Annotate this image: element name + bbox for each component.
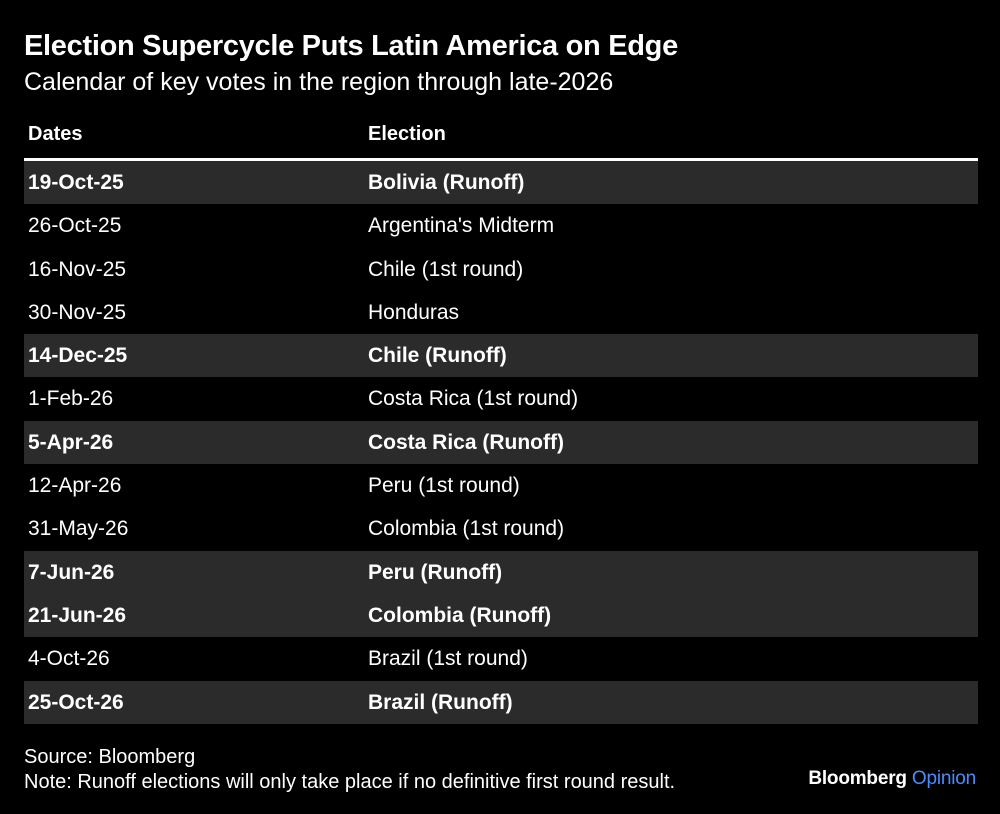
table-row: 12-Apr-26 Peru (1st round) — [24, 464, 978, 507]
table-body: 19-Oct-25 Bolivia (Runoff) 26-Oct-25 Argent… — [24, 161, 978, 724]
cell-election: Colombia (Runoff) — [368, 603, 552, 627]
cell-date: 5-Apr-26 — [28, 430, 114, 454]
cell-date: 1-Feb-26 — [28, 387, 114, 411]
election-table: Dates Election 19-Oct-25 Bolivia (Runoff)… — [24, 114, 978, 724]
bloomberg-opinion-logo: Bloomberg Opinion — [808, 768, 976, 790]
table-row: 25-Oct-26 Brazil (Runoff) — [24, 680, 978, 724]
cell-date: 14-Dec-25 — [28, 344, 128, 368]
column-header-dates: Dates — [28, 123, 83, 145]
cell-date: 25-Oct-26 — [28, 690, 124, 714]
cell-date: 7-Jun-26 — [28, 560, 115, 584]
logo-primary: Bloomberg — [808, 768, 907, 789]
cell-date: 31-May-26 — [28, 517, 129, 541]
cell-election: Brazil (Runoff) — [368, 690, 513, 714]
chart-title: Election Supercycle Puts Latin America o… — [24, 30, 678, 62]
cell-election: Brazil (1st round) — [368, 647, 528, 671]
cell-date: 30-Nov-25 — [28, 300, 127, 324]
cell-election: Honduras — [368, 300, 460, 324]
table-row: 1-Feb-26 Costa Rica (1st round) — [24, 377, 978, 420]
cell-date: 16-Nov-25 — [28, 257, 127, 281]
table-header: Dates Election — [24, 114, 978, 161]
table-row: 26-Oct-25 Argentina's Midterm — [24, 204, 978, 247]
table-row: 30-Nov-25 Honduras — [24, 291, 978, 334]
cell-date: 12-Apr-26 — [28, 474, 122, 498]
cell-date: 21-Jun-26 — [28, 603, 127, 627]
table-row: 4-Oct-26 Brazil (1st round) — [24, 637, 978, 680]
table-row: 21-Jun-26 Colombia (Runoff) — [24, 593, 978, 638]
cell-election: Peru (Runoff) — [368, 560, 503, 584]
table-row: 7-Jun-26 Peru (Runoff) — [24, 550, 978, 594]
table-row: 19-Oct-25 Bolivia (Runoff) — [24, 161, 978, 205]
cell-election: Colombia (1st round) — [368, 517, 565, 541]
table-row: 14-Dec-25 Chile (Runoff) — [24, 334, 978, 378]
cell-election: Argentina's Midterm — [368, 214, 555, 238]
cell-date: 19-Oct-25 — [28, 171, 124, 194]
cell-election: Peru (1st round) — [368, 474, 520, 498]
footnote: Note: Runoff elections will only take pl… — [24, 771, 676, 793]
cell-election: Bolivia (Runoff) — [368, 171, 525, 194]
table-row: 5-Apr-26 Costa Rica (Runoff) — [24, 420, 978, 465]
logo-secondary: Opinion — [911, 768, 976, 789]
chart-subtitle: Calendar of key votes in the region thro… — [24, 68, 614, 96]
cell-election: Chile (Runoff) — [368, 344, 507, 368]
table-row: 16-Nov-25 Chile (1st round) — [24, 248, 978, 291]
cell-election: Costa Rica (Runoff) — [368, 430, 564, 454]
cell-election: Costa Rica (1st round) — [368, 387, 579, 411]
cell-election: Chile (1st round) — [368, 257, 524, 281]
table-row: 31-May-26 Colombia (1st round) — [24, 507, 978, 550]
cell-date: 4-Oct-26 — [28, 647, 110, 671]
source-note: Source: Bloomberg — [24, 746, 196, 768]
cell-date: 26-Oct-25 — [28, 214, 122, 238]
column-header-election: Election — [368, 123, 446, 145]
